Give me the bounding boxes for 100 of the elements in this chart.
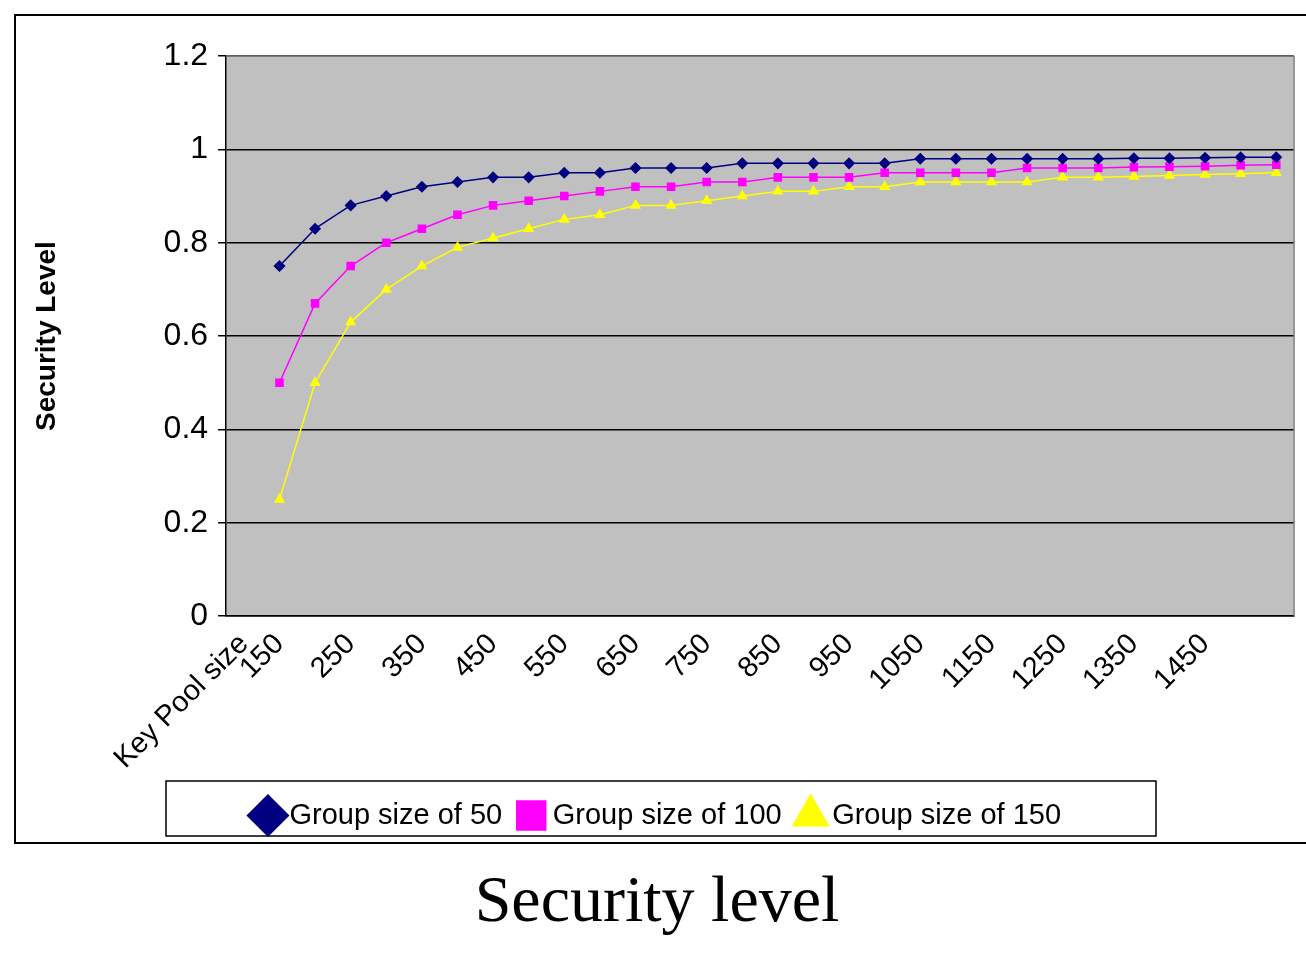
y-tick-label: 0.6 bbox=[163, 315, 209, 352]
x-tick-label: 850 bbox=[730, 626, 788, 684]
text: Security level bbox=[473, 862, 841, 935]
point bbox=[453, 210, 462, 219]
point bbox=[416, 260, 427, 270]
point bbox=[807, 157, 820, 170]
point bbox=[737, 177, 747, 187]
y-axis-title: Security Level bbox=[29, 241, 61, 432]
point bbox=[559, 191, 569, 201]
point bbox=[844, 173, 854, 182]
point bbox=[1234, 151, 1247, 164]
point bbox=[1022, 163, 1032, 173]
point bbox=[878, 157, 891, 170]
point bbox=[345, 316, 356, 326]
point bbox=[879, 180, 890, 190]
point bbox=[1056, 152, 1069, 165]
point bbox=[310, 299, 320, 308]
point bbox=[1270, 151, 1283, 164]
point bbox=[451, 176, 464, 188]
point bbox=[275, 378, 284, 388]
point bbox=[1057, 171, 1068, 181]
point bbox=[985, 152, 998, 165]
point bbox=[594, 166, 606, 179]
legend-label: Group size of 150 bbox=[832, 797, 1062, 830]
point bbox=[344, 199, 357, 212]
point bbox=[1092, 152, 1105, 165]
point bbox=[1236, 160, 1245, 170]
point bbox=[452, 241, 463, 251]
point bbox=[772, 157, 784, 170]
point bbox=[702, 177, 711, 187]
point bbox=[1093, 163, 1103, 173]
point bbox=[417, 224, 427, 233]
point bbox=[915, 168, 925, 177]
y-tick-label: 0.4 bbox=[163, 409, 209, 446]
point bbox=[487, 171, 499, 184]
point bbox=[416, 180, 428, 193]
point bbox=[914, 152, 927, 165]
legend-label: Group size of 100 bbox=[552, 797, 782, 830]
x-tick-label: 550 bbox=[517, 626, 575, 684]
point bbox=[1021, 176, 1033, 186]
point bbox=[772, 185, 783, 195]
x-tick-label: 450 bbox=[446, 626, 503, 684]
point bbox=[915, 176, 926, 186]
y-tick-label: 0.2 bbox=[163, 502, 209, 539]
point bbox=[1093, 171, 1104, 181]
point bbox=[773, 173, 783, 182]
point bbox=[1199, 152, 1211, 164]
point bbox=[1128, 152, 1140, 164]
point bbox=[950, 176, 961, 186]
point bbox=[310, 377, 321, 387]
point bbox=[629, 162, 642, 174]
point bbox=[701, 194, 712, 204]
y-tick-label: 1.2 bbox=[163, 35, 209, 72]
point bbox=[1165, 162, 1174, 171]
point bbox=[595, 187, 605, 196]
point bbox=[1021, 152, 1033, 165]
point bbox=[736, 157, 749, 170]
point bbox=[880, 168, 889, 177]
legend-label: Group size of 50 bbox=[289, 797, 503, 830]
point bbox=[665, 162, 677, 174]
y-tick-label: 0 bbox=[190, 595, 209, 632]
y-tick-label: 0.8 bbox=[163, 222, 209, 259]
point bbox=[274, 493, 285, 503]
point bbox=[950, 152, 962, 165]
point bbox=[558, 166, 571, 179]
point bbox=[843, 180, 855, 190]
point bbox=[737, 190, 748, 200]
point bbox=[630, 199, 641, 209]
point bbox=[1163, 152, 1176, 164]
point bbox=[523, 222, 534, 232]
point bbox=[951, 168, 961, 177]
x-tick-label: 750 bbox=[659, 626, 717, 684]
point bbox=[666, 182, 676, 191]
point bbox=[309, 222, 321, 235]
point bbox=[346, 261, 355, 271]
point bbox=[273, 260, 286, 272]
point bbox=[631, 182, 640, 191]
point bbox=[382, 238, 391, 247]
point bbox=[524, 196, 533, 205]
x-tick-label: 350 bbox=[374, 626, 432, 684]
point bbox=[665, 199, 677, 209]
point bbox=[808, 185, 819, 195]
point bbox=[1128, 170, 1139, 180]
x-tick-label: 650 bbox=[588, 626, 646, 684]
x-tick-label: 250 bbox=[303, 626, 361, 684]
point bbox=[559, 213, 570, 223]
point bbox=[381, 283, 392, 293]
y-tick-label: 1 bbox=[190, 129, 209, 166]
point bbox=[843, 157, 855, 170]
point bbox=[986, 176, 997, 186]
point bbox=[1058, 163, 1067, 173]
point bbox=[488, 232, 499, 242]
point bbox=[594, 208, 605, 218]
point bbox=[488, 201, 498, 210]
point bbox=[809, 173, 818, 182]
point bbox=[522, 171, 535, 184]
point bbox=[700, 162, 713, 174]
x-tick-label: 950 bbox=[802, 626, 859, 684]
point bbox=[987, 168, 996, 177]
point bbox=[380, 190, 393, 202]
